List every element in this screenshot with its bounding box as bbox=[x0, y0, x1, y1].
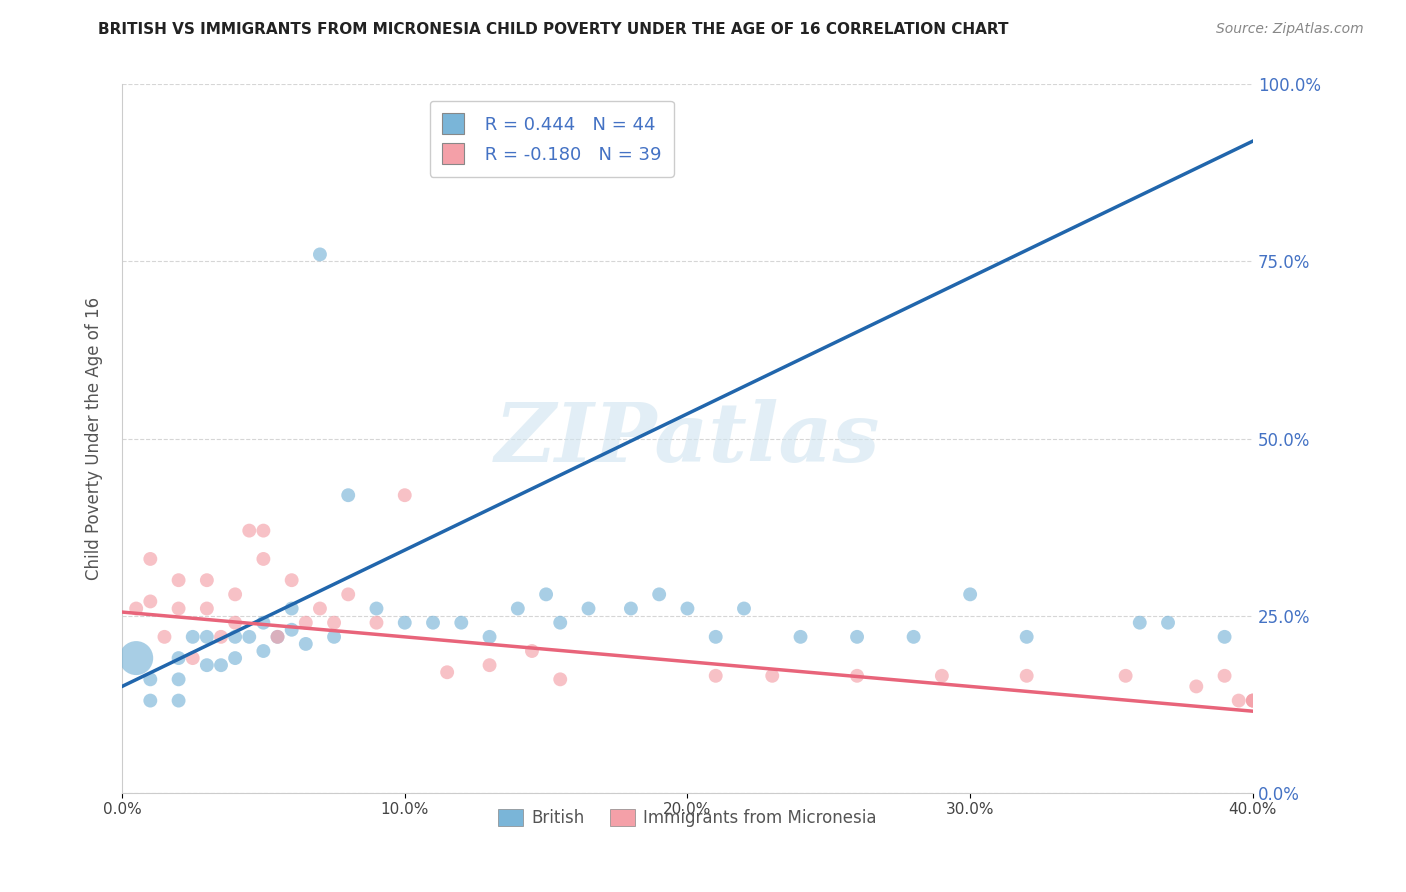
Point bbox=[1129, 615, 1152, 630]
Point bbox=[1241, 693, 1264, 707]
Point bbox=[252, 615, 274, 630]
Point bbox=[534, 587, 557, 601]
Point bbox=[478, 630, 501, 644]
Point bbox=[209, 630, 232, 644]
Point bbox=[450, 615, 472, 630]
Point bbox=[394, 615, 416, 630]
Point bbox=[252, 524, 274, 538]
Point bbox=[266, 630, 288, 644]
Point bbox=[238, 630, 260, 644]
Point bbox=[548, 615, 571, 630]
Point bbox=[1241, 693, 1264, 707]
Point bbox=[1115, 669, 1137, 683]
Point bbox=[224, 651, 246, 665]
Point bbox=[704, 669, 727, 683]
Point bbox=[1015, 669, 1038, 683]
Point bbox=[366, 601, 388, 615]
Point bbox=[1213, 630, 1236, 644]
Point bbox=[266, 630, 288, 644]
Point bbox=[139, 594, 162, 608]
Point bbox=[676, 601, 699, 615]
Point bbox=[224, 615, 246, 630]
Point bbox=[139, 673, 162, 687]
Point bbox=[195, 658, 218, 673]
Point bbox=[224, 630, 246, 644]
Point bbox=[195, 573, 218, 587]
Point bbox=[167, 673, 190, 687]
Point bbox=[903, 630, 925, 644]
Point bbox=[125, 651, 148, 665]
Point bbox=[139, 693, 162, 707]
Point bbox=[366, 615, 388, 630]
Point bbox=[846, 669, 869, 683]
Point bbox=[125, 601, 148, 615]
Point bbox=[931, 669, 953, 683]
Point bbox=[704, 630, 727, 644]
Point bbox=[520, 644, 543, 658]
Text: Source: ZipAtlas.com: Source: ZipAtlas.com bbox=[1216, 22, 1364, 37]
Y-axis label: Child Poverty Under the Age of 16: Child Poverty Under the Age of 16 bbox=[86, 297, 103, 580]
Point bbox=[167, 601, 190, 615]
Point bbox=[280, 601, 302, 615]
Point bbox=[478, 658, 501, 673]
Point bbox=[224, 587, 246, 601]
Point bbox=[578, 601, 600, 615]
Point bbox=[309, 601, 332, 615]
Point bbox=[436, 665, 458, 680]
Point bbox=[506, 601, 529, 615]
Point bbox=[1185, 680, 1208, 694]
Point bbox=[1227, 693, 1250, 707]
Point bbox=[238, 524, 260, 538]
Point bbox=[167, 693, 190, 707]
Point bbox=[394, 488, 416, 502]
Point bbox=[209, 658, 232, 673]
Point bbox=[252, 644, 274, 658]
Point bbox=[167, 573, 190, 587]
Point bbox=[139, 552, 162, 566]
Point bbox=[548, 673, 571, 687]
Point bbox=[323, 615, 346, 630]
Point bbox=[1241, 693, 1264, 707]
Point bbox=[648, 587, 671, 601]
Point bbox=[761, 669, 783, 683]
Point bbox=[153, 630, 176, 644]
Text: ZIPatlas: ZIPatlas bbox=[495, 399, 880, 478]
Point bbox=[294, 615, 316, 630]
Point bbox=[733, 601, 755, 615]
Point bbox=[337, 587, 360, 601]
Point bbox=[252, 552, 274, 566]
Point bbox=[309, 247, 332, 261]
Legend: British, Immigrants from Micronesia: British, Immigrants from Micronesia bbox=[492, 803, 883, 834]
Point bbox=[1213, 669, 1236, 683]
Point bbox=[294, 637, 316, 651]
Point bbox=[280, 623, 302, 637]
Point bbox=[789, 630, 811, 644]
Point bbox=[620, 601, 643, 615]
Point bbox=[1157, 615, 1180, 630]
Point bbox=[323, 630, 346, 644]
Point bbox=[181, 651, 204, 665]
Point bbox=[280, 573, 302, 587]
Point bbox=[195, 601, 218, 615]
Point bbox=[846, 630, 869, 644]
Point bbox=[337, 488, 360, 502]
Point bbox=[195, 630, 218, 644]
Point bbox=[1015, 630, 1038, 644]
Point bbox=[181, 630, 204, 644]
Point bbox=[959, 587, 981, 601]
Text: BRITISH VS IMMIGRANTS FROM MICRONESIA CHILD POVERTY UNDER THE AGE OF 16 CORRELAT: BRITISH VS IMMIGRANTS FROM MICRONESIA CH… bbox=[98, 22, 1010, 37]
Point bbox=[422, 615, 444, 630]
Point bbox=[167, 651, 190, 665]
